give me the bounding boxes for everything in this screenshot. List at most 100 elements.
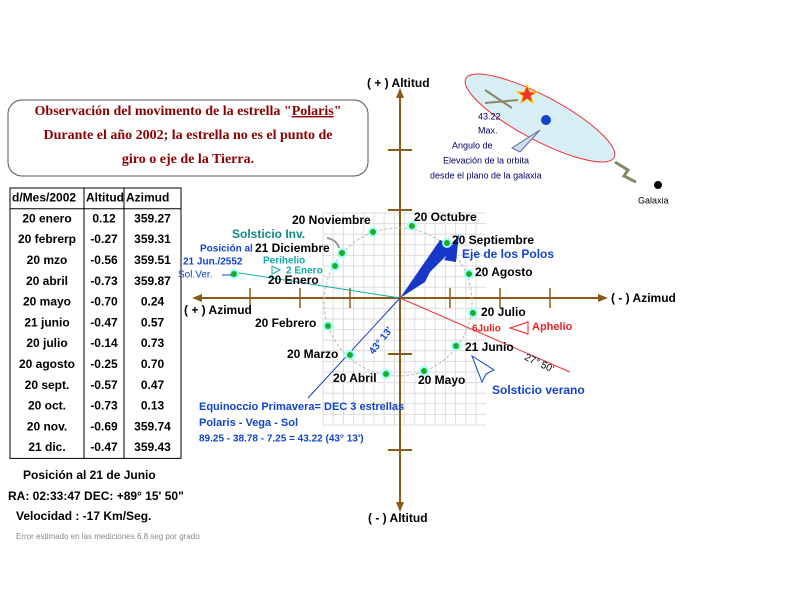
month-points <box>229 221 478 379</box>
galaxy-arrow <box>614 160 637 184</box>
table-cell: 359.31 <box>134 232 171 246</box>
title-part: " <box>334 104 342 119</box>
label: desde el plano de la galaxia <box>430 170 542 180</box>
table-header: Altitud <box>86 191 124 205</box>
polaris-link[interactable]: Polaris <box>292 104 335 119</box>
label: Eje de los Polos <box>462 247 554 261</box>
table-cell: -0.14 <box>90 336 118 350</box>
label: Polaris - Vega - Sol <box>199 417 298 429</box>
label: Angulo de <box>452 140 493 150</box>
point-label: 21 Diciembre <box>255 241 330 255</box>
point-marker <box>381 369 391 379</box>
title-box <box>7 99 369 177</box>
label: Galaxia <box>638 195 669 205</box>
pointer <box>510 129 541 153</box>
table-header: d/Mes/2002 <box>12 191 76 205</box>
point-label: 20 Febrero <box>255 316 316 330</box>
label: Solsticio Inv. <box>232 227 305 241</box>
table-cell: 359.43 <box>134 440 171 454</box>
pointer-arrow <box>508 321 529 335</box>
label: Posición al 21 de Junio <box>23 468 156 482</box>
table-cell: -0.69 <box>90 419 118 433</box>
table-cell: 0.47 <box>141 378 165 392</box>
point-marker <box>419 366 429 376</box>
table-cell: 0.12 <box>92 211 116 225</box>
table-cell: -0.56 <box>90 253 118 267</box>
angle-line <box>484 89 513 109</box>
point-label: 20 Mayo <box>418 373 465 387</box>
label: Equinoccio Primavera= DEC 3 estrellas <box>199 401 404 413</box>
solstice-line <box>232 271 401 299</box>
labels: Observación del movimento de la estrella… <box>8 76 676 541</box>
label: ( + ) Altitud <box>367 76 430 90</box>
point-label: 20 Octubre <box>414 210 477 224</box>
point-marker <box>368 227 378 237</box>
point-label: 21 Junio <box>465 340 514 354</box>
point-marker <box>442 238 452 248</box>
label: Max. <box>478 125 498 135</box>
point-label: 20 Enero <box>268 273 319 287</box>
table-cell: 0.57 <box>141 315 165 329</box>
star <box>515 83 539 105</box>
table-cell: 20 julio <box>26 336 67 350</box>
earth-dot <box>541 115 551 125</box>
table-cell: 359.27 <box>134 211 171 225</box>
label: 2 Enero <box>286 266 323 277</box>
pointer-arrow <box>271 265 282 275</box>
equinox-line <box>307 297 401 399</box>
table-cell: 20 abril <box>26 274 68 288</box>
point-marker <box>468 308 478 318</box>
data-table: d/Mes/2002 Altitud Azimud 20 enero 0.12 359.2… <box>9 187 182 459</box>
title-part: Observación del movimento de la estrella… <box>35 104 292 119</box>
table-border <box>9 187 182 459</box>
arrow-down <box>396 502 404 512</box>
label: Error estimado en las mediciones 6.8 seg… <box>16 532 200 541</box>
table-cell: -0.70 <box>90 295 118 309</box>
pointer-arrow <box>470 354 496 384</box>
table-cell: 21 junio <box>24 315 69 329</box>
point-label: 20 Noviembre <box>292 213 371 227</box>
table-header: Azimud <box>126 191 169 205</box>
table-cell: 359.87 <box>134 274 171 288</box>
galaxy-dot <box>654 181 662 189</box>
point-label: 20 Julio <box>481 305 526 319</box>
point-marker <box>451 341 461 351</box>
label: Sol.Ver. <box>178 270 212 281</box>
point-label: 20 Abril <box>333 371 377 385</box>
label: 43.22 <box>478 111 501 121</box>
table-cell: -0.47 <box>90 440 118 454</box>
point-marker <box>330 261 340 271</box>
pointer-arrow <box>326 237 340 249</box>
label: Solsticio verano <box>492 383 585 397</box>
axis-ticks <box>249 149 551 451</box>
table-cell: 20 oct. <box>28 399 66 413</box>
table-cell: 0.70 <box>141 357 165 371</box>
point-marker <box>407 221 417 231</box>
arrow-left <box>192 294 202 302</box>
table-cell: -0.27 <box>90 232 118 246</box>
orbit <box>323 227 473 377</box>
table-cell: 20 mzo <box>27 253 68 267</box>
pole-axis-arrow <box>400 240 456 298</box>
aphelio-line <box>399 297 571 373</box>
label: Velocidad : -17 Km/Seg. <box>16 509 151 523</box>
point-marker <box>345 350 355 360</box>
angle-label: 27° 50' <box>523 352 556 375</box>
table-cell: 20 agosto <box>19 357 75 371</box>
table-cell: 20 mayo <box>23 295 71 309</box>
table-cell: -0.57 <box>90 378 118 392</box>
label: Perihelio <box>263 256 305 267</box>
title-line: giro o eje de la Tierra. <box>122 152 254 167</box>
table-cell: -0.73 <box>90 399 118 413</box>
point-label: 20 Marzo <box>287 347 338 361</box>
angle-line <box>484 99 519 104</box>
table-cell: 20 febrerp <box>18 232 76 246</box>
pole-axis-head <box>444 234 459 262</box>
arrow-right <box>598 294 608 302</box>
label: RA: 02:33:47 DEC: +89° 15' 50" <box>8 489 184 503</box>
table-cell: -0.25 <box>90 357 118 371</box>
point-marker <box>464 269 474 279</box>
table-cell: -0.47 <box>90 315 118 329</box>
label: 6Julio <box>472 324 501 335</box>
